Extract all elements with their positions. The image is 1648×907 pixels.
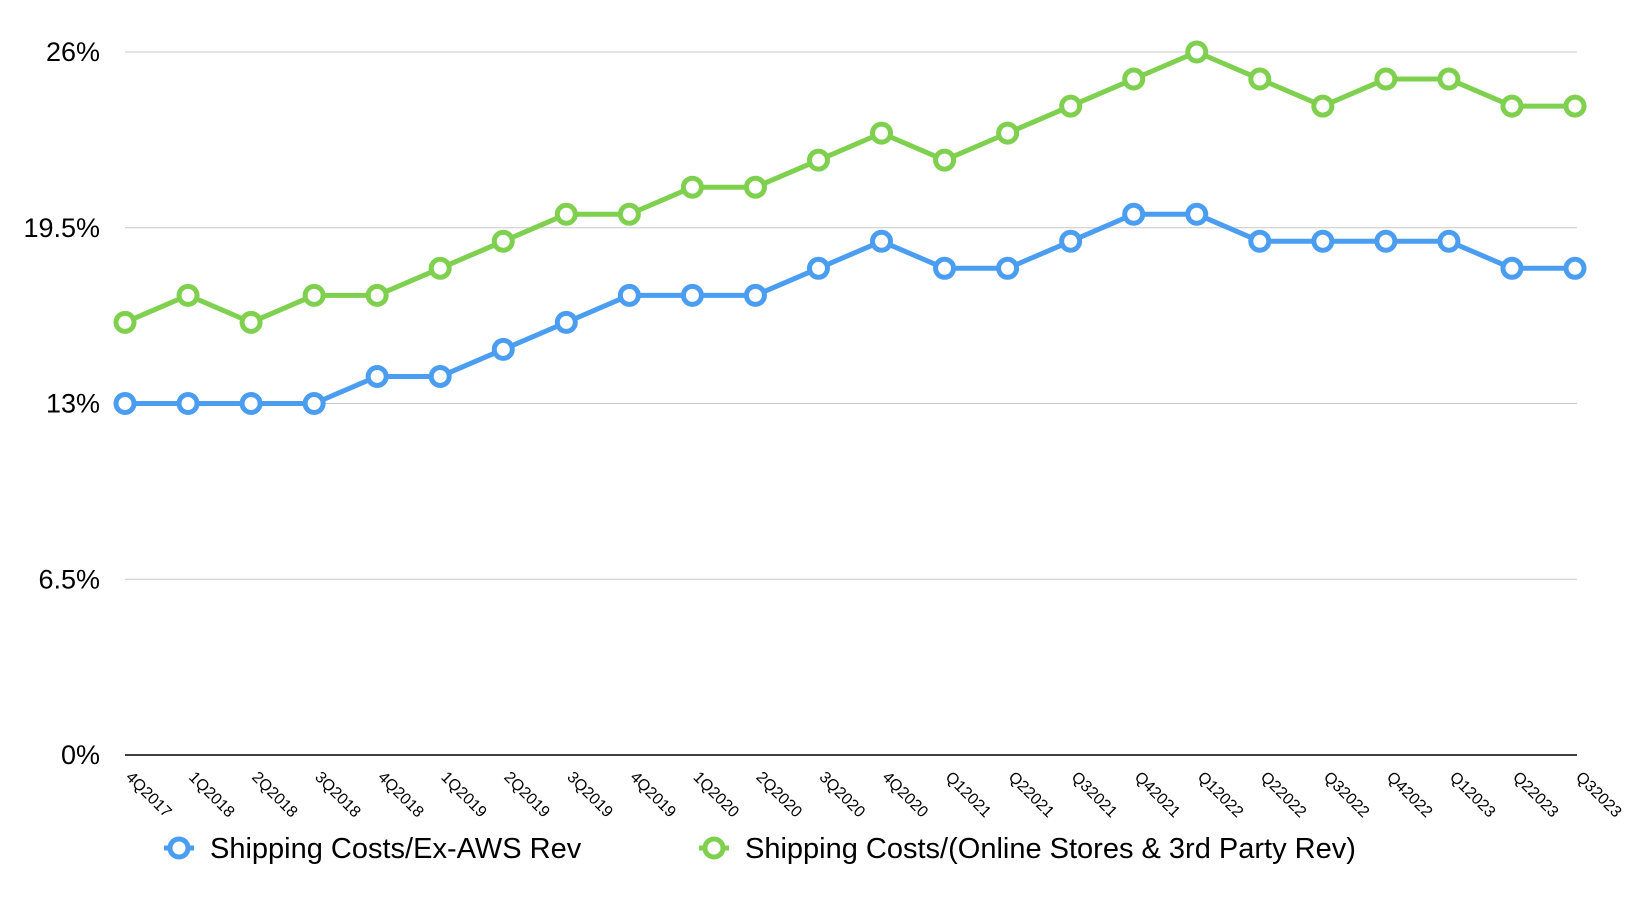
legend-item-ex-aws[interactable]: Shipping Costs/Ex-AWS Rev xyxy=(164,833,582,865)
data-point-s1-4q2020[interactable] xyxy=(870,229,894,253)
data-point-s1-q32022[interactable] xyxy=(1311,229,1335,253)
legend-label-online-stores: Shipping Costs/(Online Stores & 3rd Part… xyxy=(745,833,1356,865)
data-point-s1-1q2018[interactable] xyxy=(176,392,200,415)
data-point-s1-q42021[interactable] xyxy=(1122,202,1146,226)
x-tick-label-4q2017: 4Q2017 xyxy=(122,769,174,821)
data-point-s1-q32021[interactable] xyxy=(1059,229,1083,253)
y-tick-label-19-5: 19.5% xyxy=(23,213,100,243)
data-point-s2-1q2018[interactable] xyxy=(176,283,200,307)
data-point-s2-2q2019[interactable] xyxy=(491,229,515,253)
data-point-s1-2q2020[interactable] xyxy=(743,283,767,307)
data-point-s2-2q2020[interactable] xyxy=(743,175,767,199)
data-point-s1-q12023[interactable] xyxy=(1437,229,1461,253)
legend: Shipping Costs/Ex-AWS Rev Shipping Costs… xyxy=(164,833,1356,865)
gridlines xyxy=(125,51,1577,756)
data-point-s1-q22022[interactable] xyxy=(1248,229,1272,253)
y-axis-tick-labels: 0% 6.5% 13% 19.5% 26% xyxy=(23,37,100,770)
x-tick-label-q42022: Q42022 xyxy=(1383,769,1435,821)
x-tick-label-1q2018: 1Q2018 xyxy=(185,769,237,821)
legend-item-online-stores[interactable]: Shipping Costs/(Online Stores & 3rd Part… xyxy=(699,833,1356,865)
x-tick-label-1q2019: 1Q2019 xyxy=(437,769,489,821)
data-point-s2-q22022[interactable] xyxy=(1248,67,1272,91)
data-point-s2-3q2018[interactable] xyxy=(302,283,326,307)
x-tick-label-q22021: Q22021 xyxy=(1005,769,1057,821)
data-point-s2-4q2020[interactable] xyxy=(870,121,894,145)
data-point-s2-3q2020[interactable] xyxy=(806,148,830,172)
x-tick-label-q12022: Q12022 xyxy=(1194,769,1246,821)
legend-swatch-marker-online-stores xyxy=(702,836,726,860)
legend-swatch-marker-ex-aws xyxy=(167,836,191,860)
data-point-s2-2q2018[interactable] xyxy=(239,310,263,334)
series-shipping-costs-ex-aws-rev xyxy=(113,202,1587,415)
data-point-s2-q42022[interactable] xyxy=(1374,67,1398,91)
data-point-s1-q12021[interactable] xyxy=(933,256,957,280)
x-tick-label-2q2019: 2Q2019 xyxy=(500,769,552,821)
data-point-s1-q22023[interactable] xyxy=(1500,256,1524,280)
x-tick-label-q32023: Q32023 xyxy=(1572,769,1624,821)
data-point-s1-q12022[interactable] xyxy=(1185,202,1209,226)
y-tick-label-13: 13% xyxy=(46,389,100,419)
legend-label-ex-aws: Shipping Costs/Ex-AWS Rev xyxy=(210,833,582,865)
data-point-s1-4q2019[interactable] xyxy=(617,283,641,307)
data-point-s2-3q2019[interactable] xyxy=(554,202,578,226)
x-tick-label-3q2019: 3Q2019 xyxy=(563,769,615,821)
data-point-s1-4q2018[interactable] xyxy=(365,364,389,388)
x-tick-label-q32021: Q32021 xyxy=(1068,769,1120,821)
x-tick-label-4q2019: 4Q2019 xyxy=(627,769,679,821)
data-point-s2-q32023[interactable] xyxy=(1563,94,1587,118)
x-tick-label-q32022: Q32022 xyxy=(1320,769,1372,821)
x-tick-label-q22023: Q22023 xyxy=(1509,769,1561,821)
data-point-s2-q22021[interactable] xyxy=(996,121,1020,145)
series-shipping-costs-online-stores-3rd-party-rev xyxy=(113,40,1587,334)
data-point-s2-q32022[interactable] xyxy=(1311,94,1335,118)
x-axis-tick-labels: 4Q2017 1Q2018 2Q2018 3Q2018 4Q2018 1Q2019 2Q20… xyxy=(122,769,1624,821)
data-point-s2-q12023[interactable] xyxy=(1437,67,1461,91)
data-point-s1-q32023[interactable] xyxy=(1563,256,1587,280)
data-point-s1-1q2020[interactable] xyxy=(680,283,704,307)
data-point-s1-q22021[interactable] xyxy=(996,256,1020,280)
x-tick-label-2q2018: 2Q2018 xyxy=(248,769,300,821)
data-point-s2-1q2019[interactable] xyxy=(428,256,452,280)
data-point-s2-1q2020[interactable] xyxy=(680,175,704,199)
series-line-1 xyxy=(122,211,1578,406)
y-tick-label-6-5: 6.5% xyxy=(38,564,100,594)
data-point-s2-q12021[interactable] xyxy=(933,148,957,172)
x-tick-label-1q2020: 1Q2020 xyxy=(690,769,742,821)
data-point-s2-q42021[interactable] xyxy=(1122,67,1146,91)
data-point-s2-4q2018[interactable] xyxy=(365,283,389,307)
data-point-s1-3q2018[interactable] xyxy=(302,392,326,415)
y-tick-label-0: 0% xyxy=(61,740,100,770)
data-point-s1-2q2019[interactable] xyxy=(491,337,515,361)
series-line-2 xyxy=(122,49,1578,325)
series-lines xyxy=(113,40,1587,415)
x-tick-label-4q2018: 4Q2018 xyxy=(374,769,426,821)
data-point-s2-q22023[interactable] xyxy=(1500,94,1524,118)
x-tick-label-4q2020: 4Q2020 xyxy=(879,769,931,821)
x-tick-label-3q2020: 3Q2020 xyxy=(816,769,868,821)
y-tick-label-26: 26% xyxy=(46,37,100,67)
x-tick-label-q12023: Q12023 xyxy=(1446,769,1498,821)
data-point-s2-q32021[interactable] xyxy=(1059,94,1083,118)
data-point-s1-4q2017[interactable] xyxy=(113,392,137,415)
x-tick-label-q22022: Q22022 xyxy=(1257,769,1309,821)
data-point-s1-2q2018[interactable] xyxy=(239,392,263,415)
data-point-s1-3q2019[interactable] xyxy=(554,310,578,334)
data-point-s1-3q2020[interactable] xyxy=(806,256,830,280)
data-point-s2-q12022[interactable] xyxy=(1185,40,1209,64)
x-tick-label-3q2018: 3Q2018 xyxy=(311,769,363,821)
data-point-s2-4q2019[interactable] xyxy=(617,202,641,226)
x-tick-label-2q2020: 2Q2020 xyxy=(753,769,805,821)
data-point-s1-q42022[interactable] xyxy=(1374,229,1398,253)
data-point-s2-4q2017[interactable] xyxy=(113,310,137,334)
x-tick-label-q42021: Q42021 xyxy=(1131,769,1183,821)
data-point-s1-1q2019[interactable] xyxy=(428,364,452,388)
x-tick-label-q12021: Q12021 xyxy=(942,769,994,821)
